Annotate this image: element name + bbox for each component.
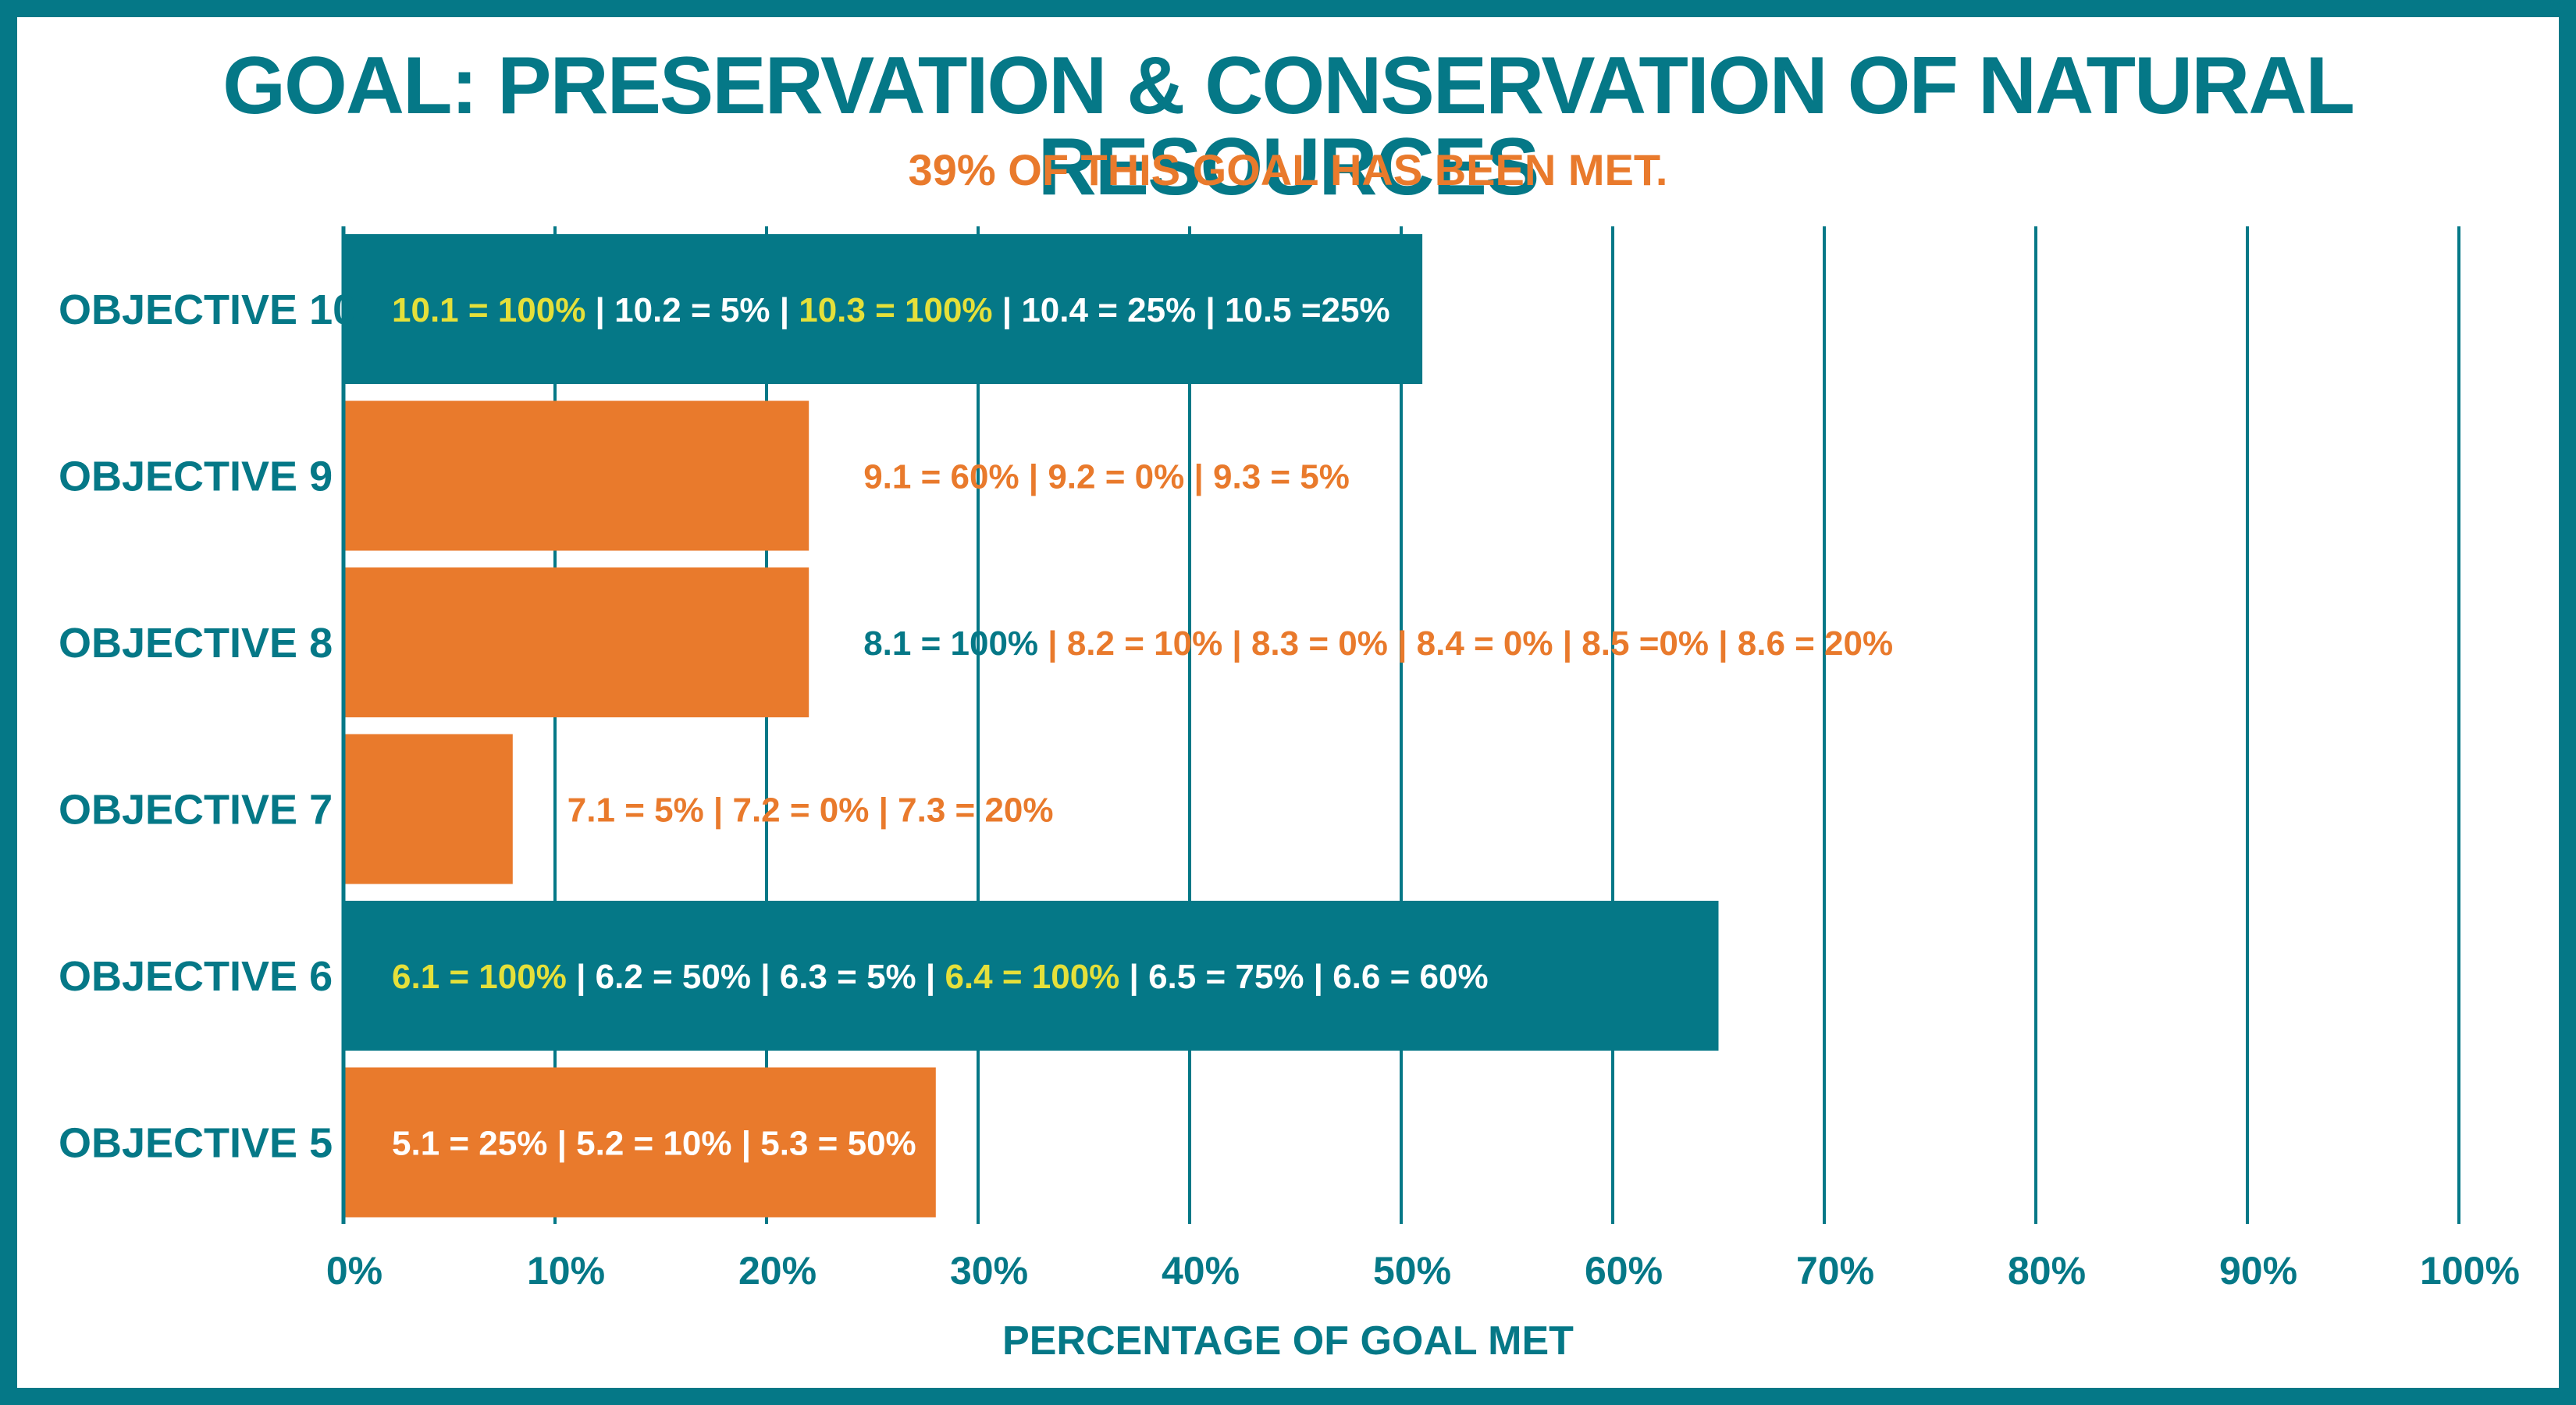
annotation-separator: | bbox=[916, 958, 945, 997]
annotation-segment: 7.2 = 0% bbox=[732, 791, 869, 830]
category-label: OBJECTIVE 7 bbox=[59, 787, 333, 834]
annotation-segment: 10.3 = 100% bbox=[799, 291, 992, 329]
x-tick-label: 70% bbox=[1796, 1249, 1874, 1293]
x-tick-label: 40% bbox=[1162, 1249, 1240, 1293]
annotation-segment: 8.3 = 0% bbox=[1251, 624, 1388, 663]
annotation-segment: 5.2 = 10% bbox=[576, 1125, 731, 1163]
annotation-segment: 9.2 = 0% bbox=[1048, 458, 1184, 496]
x-tick-label: 10% bbox=[527, 1249, 605, 1293]
annotation-separator: | bbox=[869, 791, 898, 831]
bar bbox=[343, 1067, 936, 1218]
annotation-separator: | bbox=[1388, 624, 1417, 663]
annotation-segment: 5.3 = 50% bbox=[760, 1125, 916, 1163]
x-tick-label: 80% bbox=[2008, 1249, 2086, 1293]
annotation-separator: | bbox=[704, 791, 733, 831]
annotation-segment: 7.3 = 20% bbox=[898, 791, 1053, 830]
category-label: OBJECTIVE 8 bbox=[59, 620, 333, 667]
annotation-segment: 6.6 = 60% bbox=[1332, 958, 1488, 996]
annotation-separator: | bbox=[567, 958, 596, 997]
annotation-segment: 8.6 = 20% bbox=[1738, 624, 1893, 663]
annotation-separator: | bbox=[547, 1125, 576, 1164]
annotation-separator: | bbox=[1196, 291, 1225, 330]
annotation-segment: 6.2 = 50% bbox=[596, 958, 751, 996]
annotation-separator: | bbox=[1119, 958, 1148, 997]
category-label: OBJECTIVE 10 bbox=[59, 286, 356, 333]
x-tick-label: 60% bbox=[1585, 1249, 1663, 1293]
annotation-separator: | bbox=[1709, 624, 1738, 663]
annotation-separator: | bbox=[732, 1125, 761, 1164]
annotation-segment: 10.1 = 100% bbox=[392, 291, 585, 329]
annotation-segment: 10.5 =25% bbox=[1225, 291, 1390, 329]
annotation-separator: | bbox=[1304, 958, 1332, 997]
annotation-segment: 6.1 = 100% bbox=[392, 958, 567, 996]
bar bbox=[343, 234, 1423, 384]
x-tick-label: 50% bbox=[1373, 1249, 1451, 1293]
x-tick-label: 0% bbox=[326, 1249, 382, 1293]
annotation-separator: | bbox=[585, 291, 614, 330]
bar-annotation: 6.1 = 100% | 6.2 = 50% | 6.3 = 5% | 6.4 … bbox=[392, 958, 1489, 997]
x-tick-label: 20% bbox=[738, 1249, 817, 1293]
bar-annotation: 9.1 = 60% | 9.2 = 0% | 9.3 = 5% bbox=[863, 458, 1350, 497]
x-tick-label: 30% bbox=[950, 1249, 1028, 1293]
bar-annotation: 8.1 = 100% | 8.2 = 10% | 8.3 = 0% | 8.4 … bbox=[863, 624, 1893, 663]
annotation-segment: 8.4 = 0% bbox=[1417, 624, 1553, 663]
category-label: OBJECTIVE 5 bbox=[59, 1120, 333, 1167]
annotation-segment: 6.4 = 100% bbox=[945, 958, 1119, 996]
annotation-segment: 9.3 = 5% bbox=[1213, 458, 1350, 496]
bar bbox=[343, 400, 809, 551]
bar-annotation: 7.1 = 5% | 7.2 = 0% | 7.3 = 20% bbox=[568, 791, 1054, 831]
annotation-segment: 7.1 = 5% bbox=[568, 791, 704, 830]
bar bbox=[343, 567, 809, 717]
annotation-separator: | bbox=[1222, 624, 1251, 663]
bar-annotation: 10.1 = 100% | 10.2 = 5% | 10.3 = 100% | … bbox=[392, 291, 1390, 330]
x-tick-label: 90% bbox=[2219, 1249, 2297, 1293]
bar bbox=[343, 901, 1719, 1051]
annotation-segment: 6.3 = 5% bbox=[780, 958, 916, 996]
bar-annotation: 5.1 = 25% | 5.2 = 10% | 5.3 = 50% bbox=[392, 1125, 916, 1164]
annotation-segment: 10.4 = 25% bbox=[1021, 291, 1196, 329]
annotation-segment: 5.1 = 25% bbox=[392, 1125, 547, 1163]
annotation-segment: 8.2 = 10% bbox=[1067, 624, 1222, 663]
x-tick-label: 100% bbox=[2420, 1249, 2520, 1293]
annotation-segment: 8.1 = 100% bbox=[863, 624, 1038, 663]
annotation-separator: | bbox=[1184, 458, 1213, 497]
category-label: OBJECTIVE 9 bbox=[59, 454, 333, 500]
annotation-separator: | bbox=[1553, 624, 1582, 663]
annotation-segment: 10.2 = 5% bbox=[614, 291, 770, 329]
annotation-segment: 6.5 = 75% bbox=[1148, 958, 1304, 996]
chart-subtitle: 39% OF THIS GOAL HAS BEEN MET. bbox=[908, 145, 1668, 194]
x-axis-title: PERCENTAGE OF GOAL MET bbox=[1002, 1318, 1574, 1364]
chart-title: GOAL: PRESERVATION & CONSERVATION OF NAT… bbox=[222, 41, 2355, 212]
annotation-separator: | bbox=[1019, 458, 1048, 497]
bar bbox=[343, 734, 513, 884]
annotation-segment: 8.5 =0% bbox=[1582, 624, 1709, 663]
category-label: OBJECTIVE 6 bbox=[59, 953, 333, 1000]
annotation-separator: | bbox=[770, 291, 799, 330]
annotation-separator: | bbox=[751, 958, 780, 997]
annotation-separator: | bbox=[993, 291, 1022, 330]
annotation-segment: 9.1 = 60% bbox=[863, 458, 1019, 496]
annotation-separator: | bbox=[1038, 624, 1067, 663]
